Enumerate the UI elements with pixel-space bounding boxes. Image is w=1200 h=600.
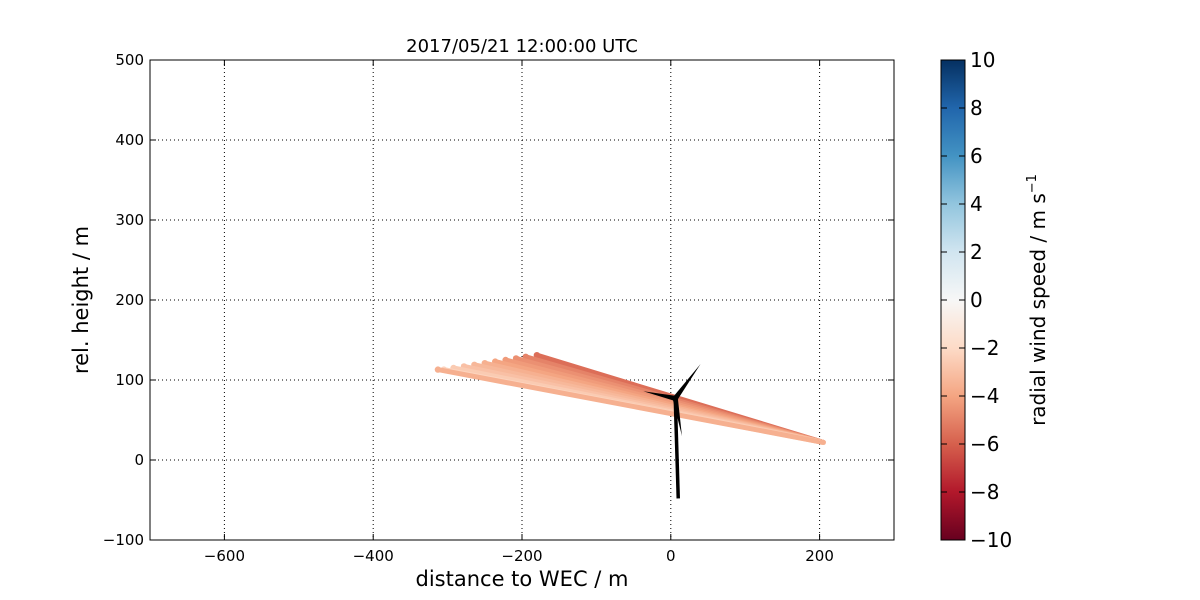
colorbar-tick-label: −6 — [970, 432, 999, 456]
colorbar-tick-label: 4 — [970, 192, 983, 216]
colorbar-tick-label: 2 — [970, 240, 983, 264]
x-axis-label: distance to WEC / m — [416, 567, 629, 591]
y-axis: −100 0 100 200 300 400 500 — [103, 51, 894, 549]
y-tick-label: 200 — [115, 291, 144, 309]
y-tick-label: 100 — [115, 371, 144, 389]
turbine-tower — [673, 398, 680, 499]
scan-ray-end-point — [533, 352, 541, 359]
wind-turbine-icon — [643, 364, 701, 499]
turbine-blade — [643, 391, 676, 401]
x-tick-label: −600 — [204, 547, 245, 565]
y-tick-label: 500 — [115, 51, 144, 69]
x-tick-label: 0 — [666, 547, 676, 565]
y-axis-label: rel. height / m — [69, 226, 93, 374]
x-tick-label: −400 — [353, 547, 394, 565]
colorbar-tick-label: 8 — [970, 96, 983, 120]
grid-lines — [150, 59, 894, 541]
colorbar-tick-label: −4 — [970, 384, 999, 408]
scan-rays — [434, 352, 826, 445]
colorbar-tick-label: −10 — [970, 528, 1012, 552]
x-tick-label: 200 — [805, 547, 834, 565]
colorbar-tick-label: −2 — [970, 336, 999, 360]
turbine-blade — [672, 397, 682, 436]
x-axis: −600 −400 −200 0 200 — [204, 60, 834, 565]
y-tick-label: 300 — [115, 211, 144, 229]
y-tick-label: 0 — [134, 451, 144, 469]
scan-ray-end-point — [434, 366, 442, 373]
colorbar-label: radial wind speed / m s−1 — [1025, 174, 1050, 426]
colorbar-ticks: 10 8 6 4 2 0 −2 −4 −6 −8 −10 — [941, 48, 1012, 552]
y-tick-label: 400 — [115, 131, 144, 149]
colorbar-label-superscript: −1 — [1025, 174, 1040, 193]
colorbar-label-text: radial wind speed / m s — [1026, 193, 1050, 426]
colorbar-tick-label: −8 — [970, 480, 999, 504]
x-tick-label: −200 — [501, 547, 542, 565]
scan-ray — [435, 367, 826, 445]
colorbar-tick-label: 0 — [970, 288, 983, 312]
turbine-hub — [672, 395, 679, 402]
y-tick-label: −100 — [103, 531, 144, 549]
colorbar-tick-label: 6 — [970, 144, 983, 168]
colorbar-tick-label: 10 — [970, 48, 995, 72]
colorbar: 10 8 6 4 2 0 −2 −4 −6 −8 −10 radial wind speed / m… — [940, 48, 1050, 552]
chart-title: 2017/05/21 12:00:00 UTC — [406, 36, 638, 57]
turbine-blade — [673, 364, 701, 400]
